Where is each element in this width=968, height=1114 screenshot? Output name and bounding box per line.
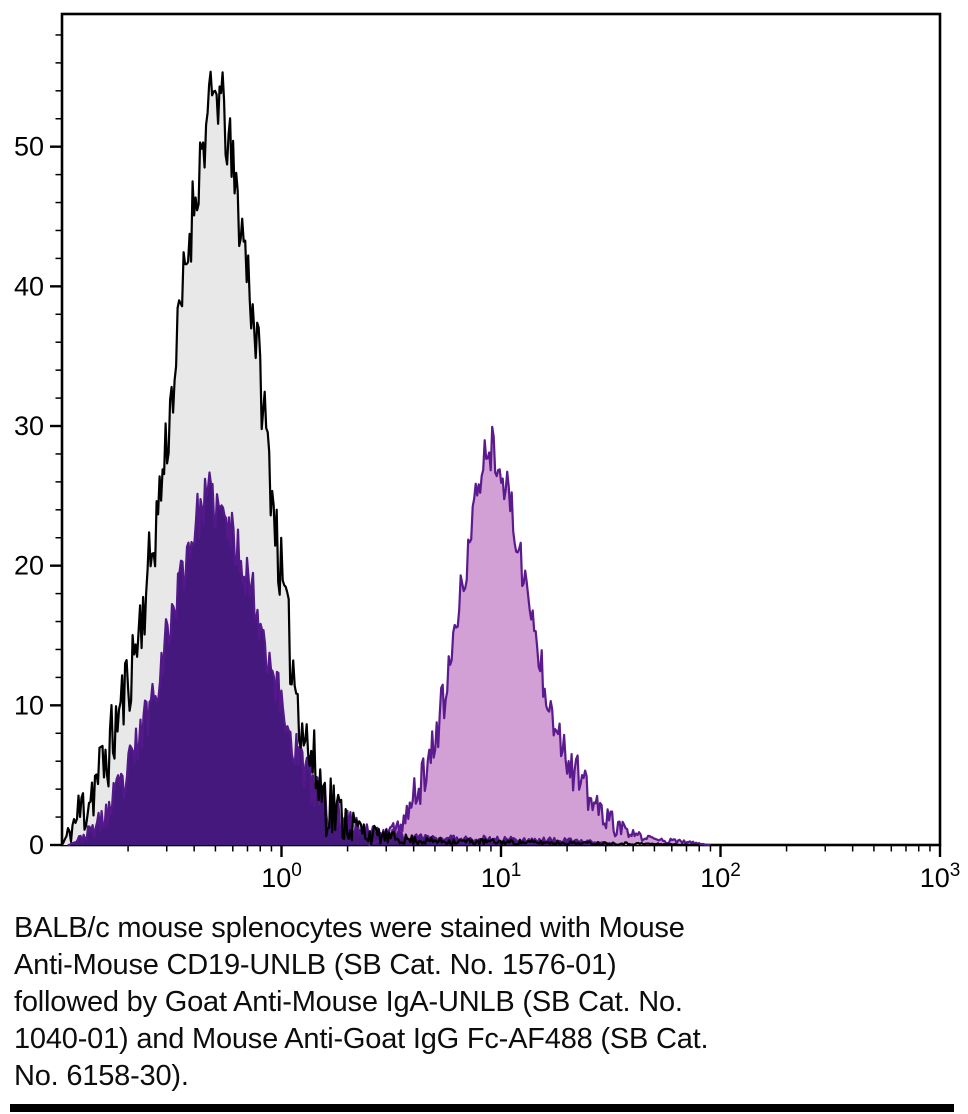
flow-histogram-chart: 100 101 102 103 0 10 20 30 40 50 (14, 12, 961, 893)
histogram-svg: 100 101 102 103 0 10 20 30 40 50 (14, 12, 961, 893)
caption-line: No. 6158-30). (14, 1060, 189, 1092)
y-tick-label: 50 (14, 132, 44, 162)
x-tick-label: 100 (261, 860, 302, 893)
x-tick-label: 101 (481, 860, 522, 893)
y-tick-label: 10 (14, 690, 44, 720)
series-outline-control-black-outline-gray-fill (60, 70, 700, 847)
figure-caption: BALB/c mouse splenocytes were stained wi… (0, 898, 968, 1095)
series-fill-stained-positive-purple-outline-light-fill (369, 426, 710, 845)
caption-line: Anti-Mouse CD19-UNLB (SB Cat. No. 1576-0… (14, 949, 617, 981)
x-tick-label: 103 (920, 860, 961, 893)
y-tick-label: 40 (14, 271, 44, 301)
y-tick-label: 20 (14, 551, 44, 581)
y-tick-label: 30 (14, 411, 44, 441)
x-tick-label: 102 (700, 860, 741, 893)
caption-line: BALB/c mouse splenocytes were stained wi… (14, 912, 685, 944)
y-tick-label: 0 (29, 830, 44, 860)
caption-line: followed by Goat Anti-Mouse IgA-UNLB (SB… (14, 986, 683, 1018)
bottom-bar (10, 1104, 954, 1112)
caption-line: 1040-01) and Mouse Anti-Goat IgG Fc-AF48… (14, 1023, 709, 1055)
series-fill-negative-population-purple-outline-dark-fill (68, 472, 622, 845)
series-outline-stained-positive-purple-outline-light-fill (368, 425, 711, 847)
